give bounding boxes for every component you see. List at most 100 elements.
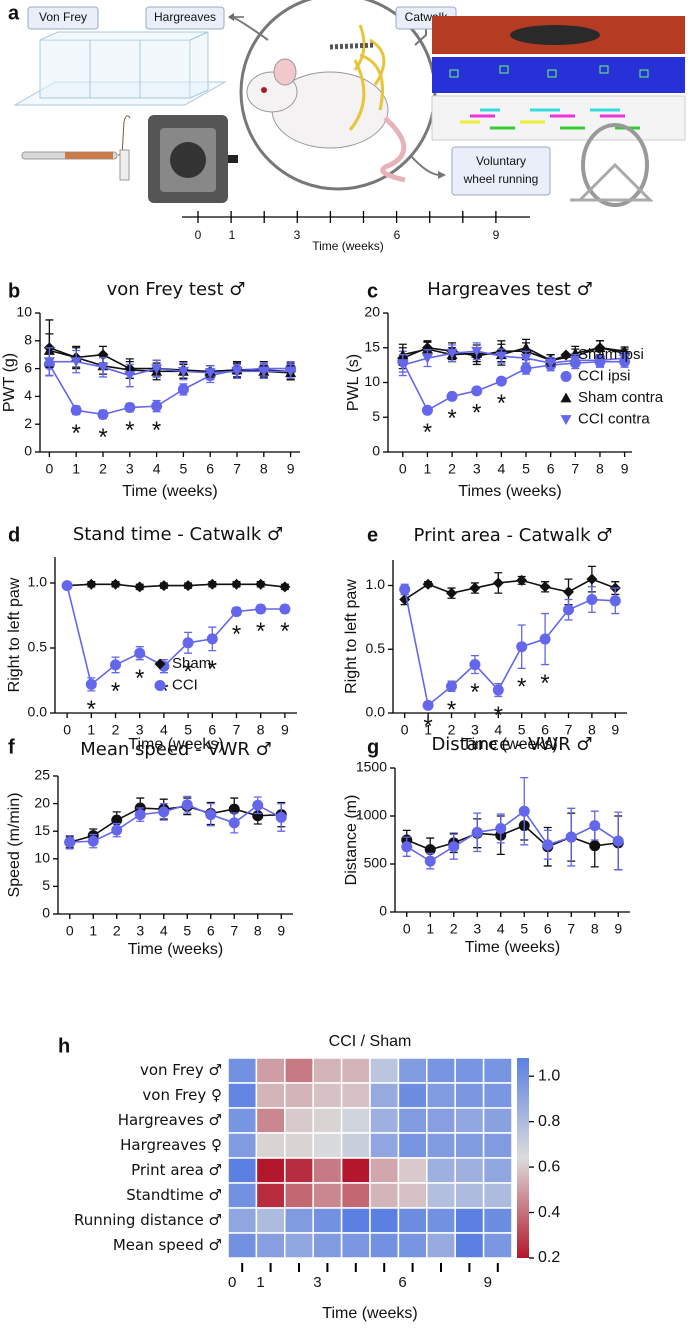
marker (542, 839, 554, 851)
annotation: * (472, 400, 481, 427)
heat-cell (227, 1182, 258, 1209)
x-tick-label: 7 (567, 921, 575, 937)
marker (495, 822, 507, 834)
device (170, 142, 206, 178)
marker (182, 580, 194, 592)
heat-cell (426, 1057, 456, 1084)
cages (13, 31, 227, 106)
series-line (403, 589, 616, 707)
x-tick-label: 0 (63, 722, 71, 738)
x-tick-label: 3 (471, 722, 479, 738)
heat-cell (284, 1232, 314, 1259)
x-tick-label: 4 (494, 722, 502, 738)
box (451, 146, 551, 196)
heat-cell (426, 1207, 456, 1234)
chart-title: Stand time - Catwalk ♂ (73, 524, 283, 545)
marker (279, 581, 291, 593)
marker (565, 831, 577, 843)
marker (61, 580, 73, 592)
x-tick-label: 7 (230, 923, 238, 939)
heat-cell (255, 1157, 286, 1184)
series-line (402, 360, 625, 412)
row-label: Hargreaves ♀ (120, 1136, 222, 1154)
heat-cell (340, 1182, 371, 1209)
marker (586, 573, 598, 585)
heat-cell (482, 1057, 513, 1084)
annotation: * (152, 417, 161, 444)
x-tick-label: 5 (520, 921, 528, 937)
marker (206, 578, 218, 590)
catwalk-mouse (510, 25, 600, 45)
x-tick-label: 3 (473, 921, 481, 937)
heat-cell (340, 1207, 371, 1234)
heat-cell (397, 1057, 428, 1084)
x-tick-label: 1 (72, 461, 80, 477)
marker (446, 680, 457, 692)
y-tick-label: 25 (34, 767, 50, 783)
x-tick-label: 6 (208, 722, 216, 738)
annotation: * (447, 405, 456, 432)
colorbar-label: 0.4 (538, 1204, 560, 1221)
legend-label: CCI ipsi (578, 367, 631, 384)
heat-cell (482, 1082, 513, 1109)
heat-cell (255, 1107, 286, 1134)
mouse-ear (273, 58, 297, 86)
row-label: Hargreaves ♂ (118, 1111, 222, 1129)
x-tick-label: 9 (277, 923, 285, 939)
series-line (402, 350, 625, 366)
marker (469, 659, 481, 671)
panel-label: d (8, 524, 20, 546)
marker (399, 583, 411, 595)
colorbar-label: 1.0 (538, 1067, 560, 1084)
heat-cell (369, 1057, 400, 1084)
heat-cell (312, 1132, 343, 1159)
box-label: Hargreaves (154, 10, 216, 24)
marker (228, 817, 240, 829)
marker (151, 400, 163, 412)
marker (492, 684, 504, 696)
marker (110, 578, 121, 590)
x-axis-label: Time (weeks) (128, 736, 223, 753)
annotation: * (517, 674, 526, 701)
marker (520, 353, 532, 364)
marker (64, 836, 76, 848)
heat-cell (284, 1157, 314, 1184)
marker (134, 647, 146, 659)
marker (255, 578, 267, 590)
panel-label: f (8, 736, 15, 758)
marker (285, 366, 297, 377)
marker (471, 826, 483, 838)
marker (421, 353, 433, 364)
marker (182, 637, 194, 649)
y-axis-label: PWT (g) (1, 353, 18, 412)
marker (518, 805, 530, 817)
row-label: von Frey ♀ (142, 1086, 222, 1104)
marker (124, 402, 136, 414)
timeline-label: 0 (195, 228, 202, 242)
x-tick-label: 8 (257, 722, 265, 738)
heat-cell (312, 1182, 343, 1209)
panel-label: a (8, 2, 20, 24)
annotation: * (125, 417, 134, 444)
x-tick-label: 6 (541, 722, 549, 738)
panel-label: g (367, 736, 379, 758)
y-tick-label: 20 (34, 794, 50, 810)
annotation: * (494, 702, 503, 729)
marker (397, 360, 409, 371)
annotation: * (256, 618, 265, 645)
annotation: * (470, 679, 479, 706)
heat-cell (340, 1157, 371, 1184)
heat-cell (397, 1232, 428, 1259)
timing-view (431, 95, 686, 141)
x-tick-label: 8 (254, 923, 262, 939)
mouse-tail (380, 116, 407, 183)
marker (520, 363, 532, 375)
x-tick-label: 4 (160, 722, 168, 738)
x-tick-label: 3 (473, 461, 481, 477)
chart-title: Print area - Catwalk ♂ (414, 525, 613, 546)
arrow (409, 154, 441, 176)
heat-cell (227, 1132, 258, 1159)
heat-cell (369, 1182, 400, 1209)
heat-cell (284, 1132, 314, 1159)
